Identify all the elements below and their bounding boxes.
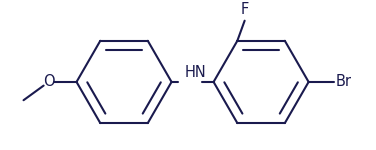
Text: O: O — [43, 74, 55, 89]
Text: Br: Br — [336, 74, 352, 89]
Text: HN: HN — [185, 65, 206, 80]
Text: F: F — [241, 2, 249, 17]
